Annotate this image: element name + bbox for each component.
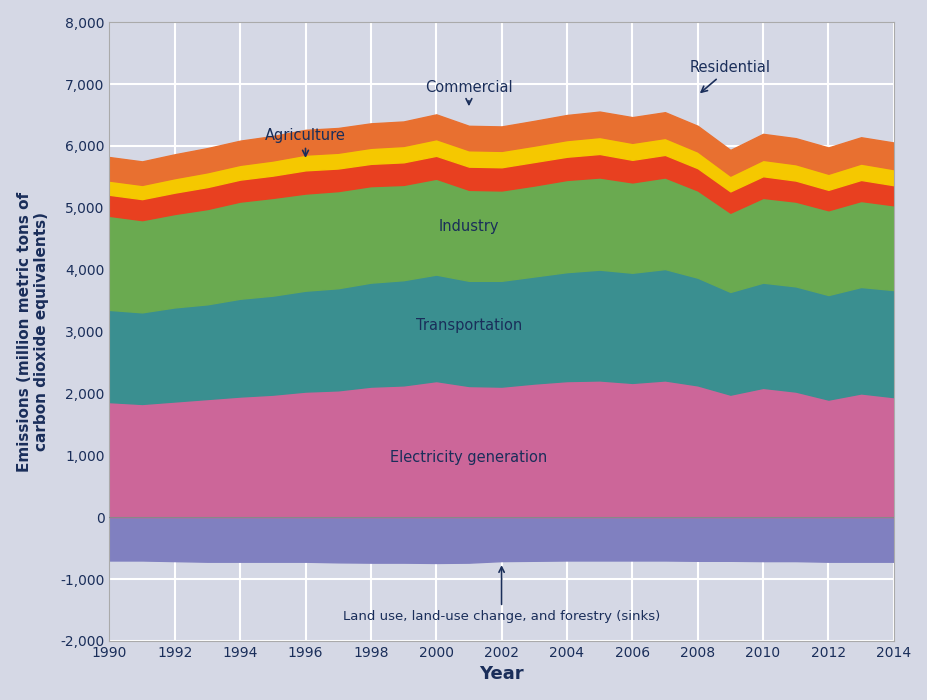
Text: Industry: Industry [438, 219, 499, 234]
Text: Residential: Residential [689, 60, 770, 92]
Text: Land use, land-use change, and forestry (sinks): Land use, land-use change, and forestry … [343, 567, 659, 623]
Text: Agriculture: Agriculture [265, 128, 346, 156]
Y-axis label: Emissions (million metric tons of
carbon dioxide equivalents): Emissions (million metric tons of carbon… [17, 192, 49, 472]
Text: Electricity generation: Electricity generation [390, 450, 547, 466]
Text: Commercial: Commercial [425, 80, 513, 104]
X-axis label: Year: Year [478, 665, 524, 683]
Text: Transportation: Transportation [415, 318, 522, 333]
